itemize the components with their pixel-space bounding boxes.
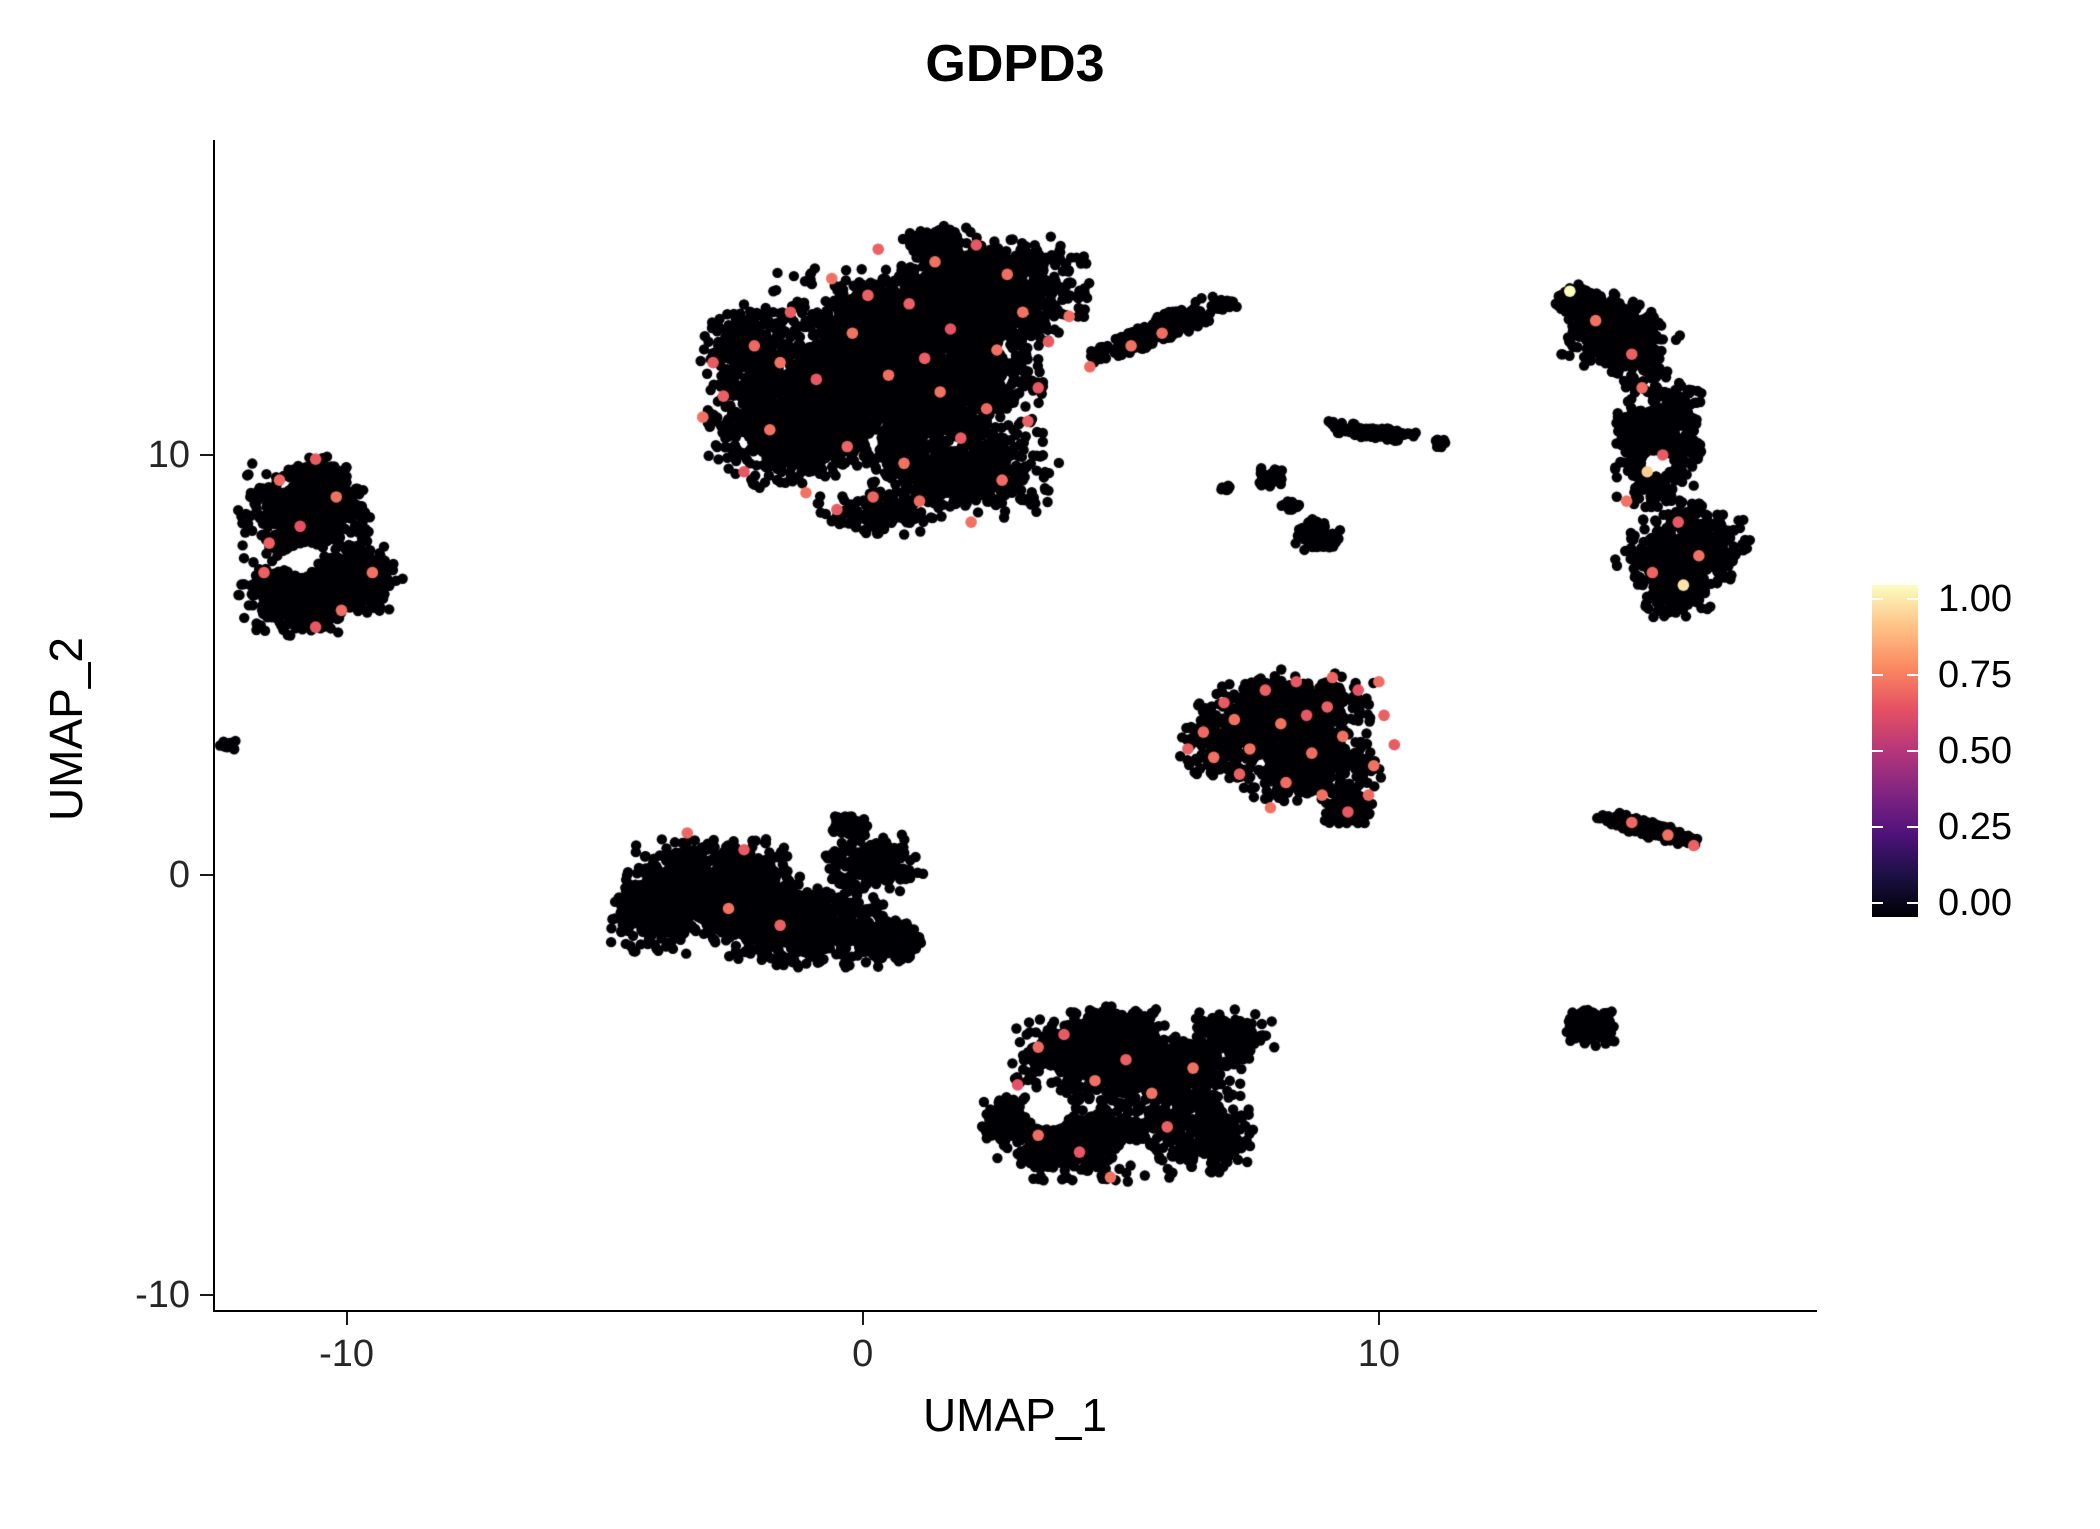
- scatter-canvas: [0, 0, 2100, 1500]
- umap-feature-plot: GDPD3 UMAP_1 UMAP_2 -10 0 10 10 0 -10 1.00 0.75…: [0, 0, 2100, 1500]
